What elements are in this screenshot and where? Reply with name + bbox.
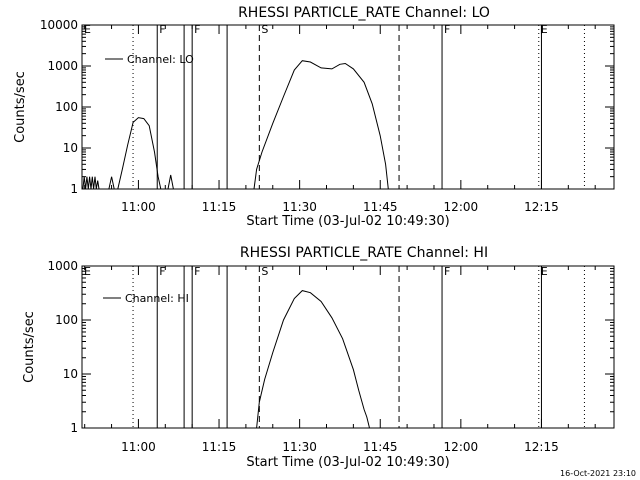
- y-tick-label: 1000: [47, 59, 78, 73]
- marker-label: E: [84, 23, 91, 36]
- x-tick-label: 11:45: [363, 200, 398, 214]
- marker-label: E: [541, 23, 548, 36]
- x-tick-label: 11:00: [121, 200, 156, 214]
- panel-hi-ticks: 1 10 100 1000 11:00 11:15 11:30 11:45 12:00 12:15: [47, 259, 614, 454]
- panel-lo-ticks: 1 10 100 1000 10000 11:00 11:15 11:30 11:45 12:00…: [40, 18, 614, 214]
- x-tick-label: 12:15: [524, 440, 559, 454]
- x-tick-label: 12:00: [444, 440, 479, 454]
- x-tick-label: 12:15: [524, 200, 559, 214]
- panel-hi-series: [256, 290, 370, 429]
- panel-lo-legend: Channel: LO: [105, 53, 194, 66]
- marker-label: F: [194, 265, 200, 278]
- y-tick-label: 1000: [47, 259, 78, 273]
- timestamp-label: 16-Oct-2021 23:10: [560, 469, 636, 478]
- x-tick-label: 11:15: [202, 440, 237, 454]
- series-line-segment: [117, 117, 162, 190]
- series-line-segment: [108, 176, 115, 190]
- y-tick-label: 1: [70, 421, 78, 435]
- series-line-segment: [167, 174, 174, 190]
- y-tick-label: 10: [63, 367, 78, 381]
- y-tick-label: 100: [55, 100, 78, 114]
- x-tick-label: 11:15: [202, 200, 237, 214]
- marker-label: F: [444, 23, 450, 36]
- marker-label: F: [159, 265, 165, 278]
- x-tick-label: 11:00: [121, 440, 156, 454]
- panel-lo-title: RHESSI PARTICLE_RATE Channel: LO: [238, 5, 490, 21]
- y-tick-label: 10000: [40, 18, 78, 32]
- marker-label: F: [194, 23, 200, 36]
- panel-hi-legend: Channel: HI: [103, 292, 189, 305]
- x-tick-label: 11:30: [282, 200, 317, 214]
- panel-lo-series: [82, 60, 389, 190]
- x-tick-label: 12:00: [444, 200, 479, 214]
- panel-lo-legend-label: Channel: LO: [127, 53, 194, 66]
- y-tick-label: 100: [55, 313, 78, 327]
- panel-lo-ylabel: Counts/sec: [13, 71, 28, 143]
- panel-lo: RHESSI PARTICLE_RATE Channel: LO 1101001…: [13, 5, 615, 229]
- x-tick-label: 11:30: [282, 440, 317, 454]
- y-tick-label: 1: [70, 182, 78, 196]
- series-line-segment: [256, 290, 370, 429]
- marker-label: F: [444, 265, 450, 278]
- marker-label: F: [159, 23, 165, 36]
- panel-hi-legend-label: Channel: HI: [125, 292, 189, 305]
- panel-hi-xlabel: Start Time (03-Jul-02 10:49:30): [246, 455, 449, 470]
- marker-label: E: [84, 265, 91, 278]
- series-line-segment: [253, 60, 389, 190]
- panel-hi-ylabel: Counts/sec: [22, 311, 37, 383]
- y-tick-label: 10: [63, 141, 78, 155]
- panel-lo-xlabel: Start Time (03-Jul-02 10:49:30): [246, 214, 449, 229]
- panel-hi-frame: [81, 265, 615, 429]
- panel-hi-title: RHESSI PARTICLE_RATE Channel: HI: [240, 245, 488, 261]
- marker-label: S: [261, 265, 268, 278]
- marker-label: S: [261, 23, 268, 36]
- marker-label: E: [541, 265, 548, 278]
- x-tick-label: 11:45: [363, 440, 398, 454]
- panel-hi: RHESSI PARTICLE_RATE Channel: HI 1101001…: [22, 245, 615, 470]
- series-line-segment: [82, 176, 100, 190]
- panel-lo-frame: [81, 24, 615, 190]
